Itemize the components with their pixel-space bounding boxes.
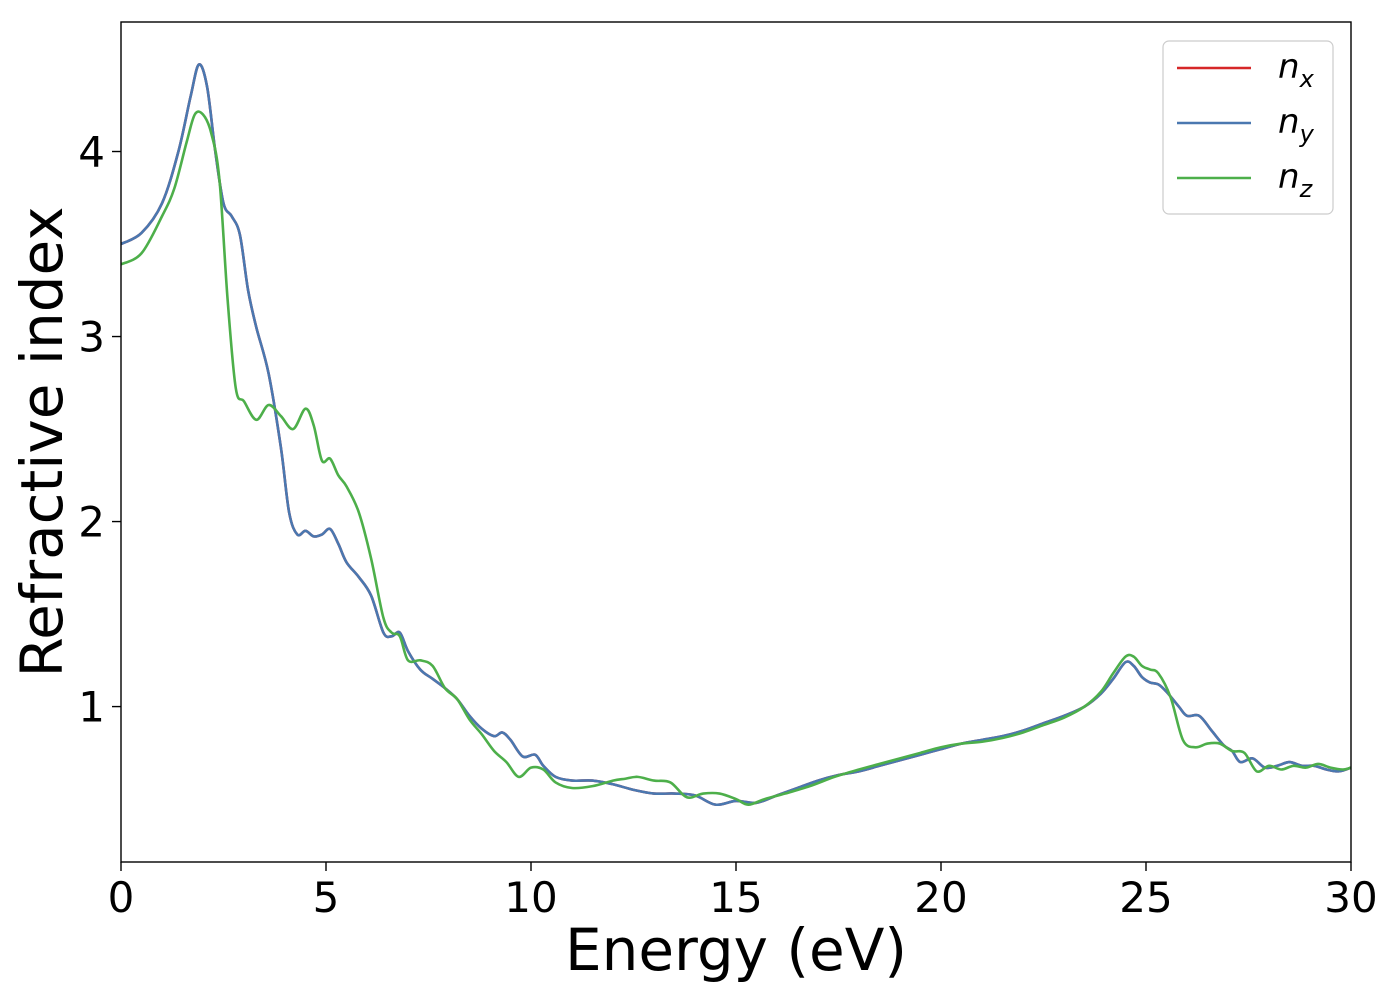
y-axis: 1 2 3 4 [78, 128, 121, 732]
x-tick-label: 10 [504, 873, 557, 922]
x-axis: 0 5 10 15 20 25 30 [108, 862, 1378, 922]
series-layer [120, 63, 1352, 807]
y-tick-label: 2 [78, 498, 105, 547]
y-tick-label: 3 [78, 313, 105, 362]
legend-label-nx: nx [1278, 47, 1315, 93]
y-tick-label: 4 [78, 128, 105, 177]
legend-label-nz: nz [1278, 157, 1314, 203]
series-line-nz [120, 110, 1352, 806]
legend: nx ny nz [1162, 40, 1334, 215]
x-tick-label: 5 [313, 873, 340, 922]
x-tick-label: 25 [1119, 873, 1172, 922]
y-axis-label: Refractive index [8, 206, 76, 677]
legend-box [1162, 40, 1334, 215]
series-line-ny [120, 63, 1352, 807]
x-axis-label: Energy (eV) [565, 916, 907, 984]
legend-label-ny: ny [1278, 102, 1315, 148]
x-tick-label: 0 [108, 873, 135, 922]
x-tick-label: 30 [1324, 873, 1377, 922]
y-tick-label: 1 [78, 683, 105, 732]
x-tick-label: 20 [914, 873, 967, 922]
plot-area [121, 22, 1351, 862]
legend-entries: nx ny nz [1177, 47, 1315, 203]
x-tick-label: 15 [709, 873, 762, 922]
